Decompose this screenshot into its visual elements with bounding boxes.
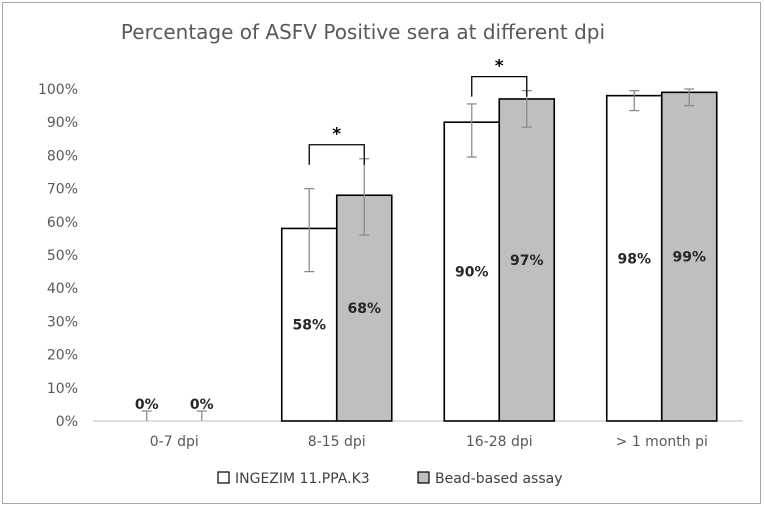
y-tick-label: 70%: [47, 182, 78, 198]
y-tick-label: 30%: [47, 314, 78, 330]
significance-bracket: [308, 144, 365, 165]
y-tick-label: 60%: [47, 215, 78, 231]
x-tick-label: 16-28 dpi: [466, 434, 533, 450]
bar: [443, 121, 501, 422]
y-tick-label: 90%: [47, 115, 78, 131]
y-tick-label: 50%: [47, 248, 78, 264]
legend-label: INGEZIM 11.PPA.K3: [235, 471, 370, 487]
data-label: 99%: [672, 250, 706, 266]
y-tick-label: 20%: [47, 348, 78, 364]
legend-label: Bead-based assay: [435, 471, 562, 487]
legend-swatch: [417, 471, 430, 484]
data-label: 58%: [292, 318, 326, 334]
data-label: 0%: [135, 397, 159, 413]
bar-series: [280, 91, 718, 422]
data-label: 97%: [510, 253, 544, 269]
y-tick-label: 10%: [47, 381, 78, 397]
data-labels: 0% 58% 90% 98% 0% 68% 97% 99%: [135, 250, 706, 413]
data-label: 68%: [347, 301, 381, 317]
x-tick-label: > 1 month pi: [616, 434, 708, 450]
significance-star: *: [332, 125, 341, 145]
y-tick-label: 40%: [47, 281, 78, 297]
x-tick-label: 8-15 dpi: [308, 434, 366, 450]
significance-bracket: [471, 76, 528, 97]
chart-title: Percentage of ASFV Positive sera at diff…: [121, 20, 605, 44]
error-bars: [141, 88, 695, 421]
legend-swatch: [217, 471, 230, 484]
bar: [605, 94, 663, 422]
legend: INGEZIM 11.PPA.K3 Bead-based assay: [217, 471, 562, 487]
y-axis: 0% 10% 20% 30% 40% 50% 60% 70% 80% 90% 100%: [38, 82, 743, 430]
data-label: 90%: [455, 265, 489, 281]
y-tick-label: 100%: [38, 82, 78, 98]
data-label: 0%: [190, 397, 214, 413]
y-tick-label: 80%: [47, 148, 78, 164]
x-axis: 0-7 dpi 8-15 dpi 16-28 dpi > 1 month pi: [150, 434, 708, 450]
significance-markers: **: [308, 57, 528, 165]
bar: [498, 98, 556, 422]
x-tick-label: 0-7 dpi: [150, 434, 199, 450]
data-label: 98%: [617, 251, 651, 267]
significance-star: *: [495, 57, 504, 77]
y-tick-label: 0%: [56, 414, 78, 430]
bar-chart: Percentage of ASFV Positive sera at diff…: [38, 20, 743, 487]
